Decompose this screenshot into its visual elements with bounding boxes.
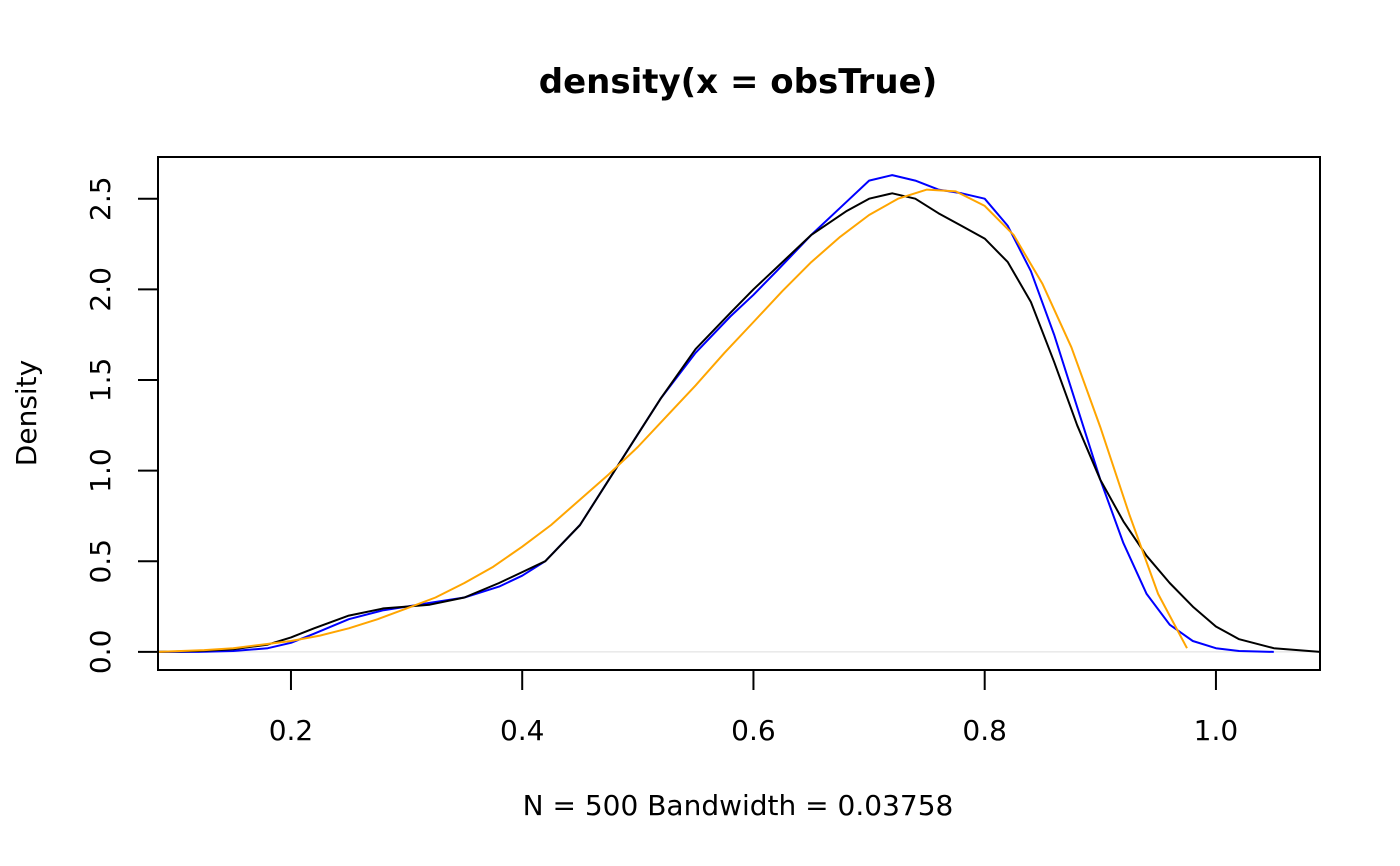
x-tick-label: 1.0 bbox=[1194, 714, 1239, 747]
series-layer bbox=[157, 174, 1321, 653]
y-tick-label: 1.5 bbox=[84, 358, 117, 403]
chart-title: density(x = obsTrue) bbox=[539, 62, 938, 102]
y-tick-label: 0.0 bbox=[84, 630, 117, 675]
y-tick-label: 2.0 bbox=[84, 267, 117, 312]
y-tick-label: 1.0 bbox=[84, 448, 117, 493]
series-line-2 bbox=[157, 192, 1321, 653]
y-tick-label: 2.5 bbox=[84, 176, 117, 221]
series-line-1 bbox=[158, 174, 1274, 653]
y-axis-label: Density bbox=[10, 360, 43, 466]
series-line-3 bbox=[157, 188, 1188, 653]
x-axis: 0.2 0.4 0.6 0.8 1.0 bbox=[269, 669, 1239, 747]
x-tick-label: 0.4 bbox=[500, 714, 545, 747]
y-tick-label: 0.5 bbox=[84, 539, 117, 584]
x-axis-label: N = 500 Bandwidth = 0.03758 bbox=[523, 789, 954, 822]
y-axis: 0.0 0.5 1.0 1.5 2.0 2.5 bbox=[84, 176, 159, 675]
x-tick-label: 0.8 bbox=[962, 714, 1007, 747]
x-tick-label: 0.2 bbox=[269, 714, 314, 747]
x-tick-label: 0.6 bbox=[731, 714, 776, 747]
